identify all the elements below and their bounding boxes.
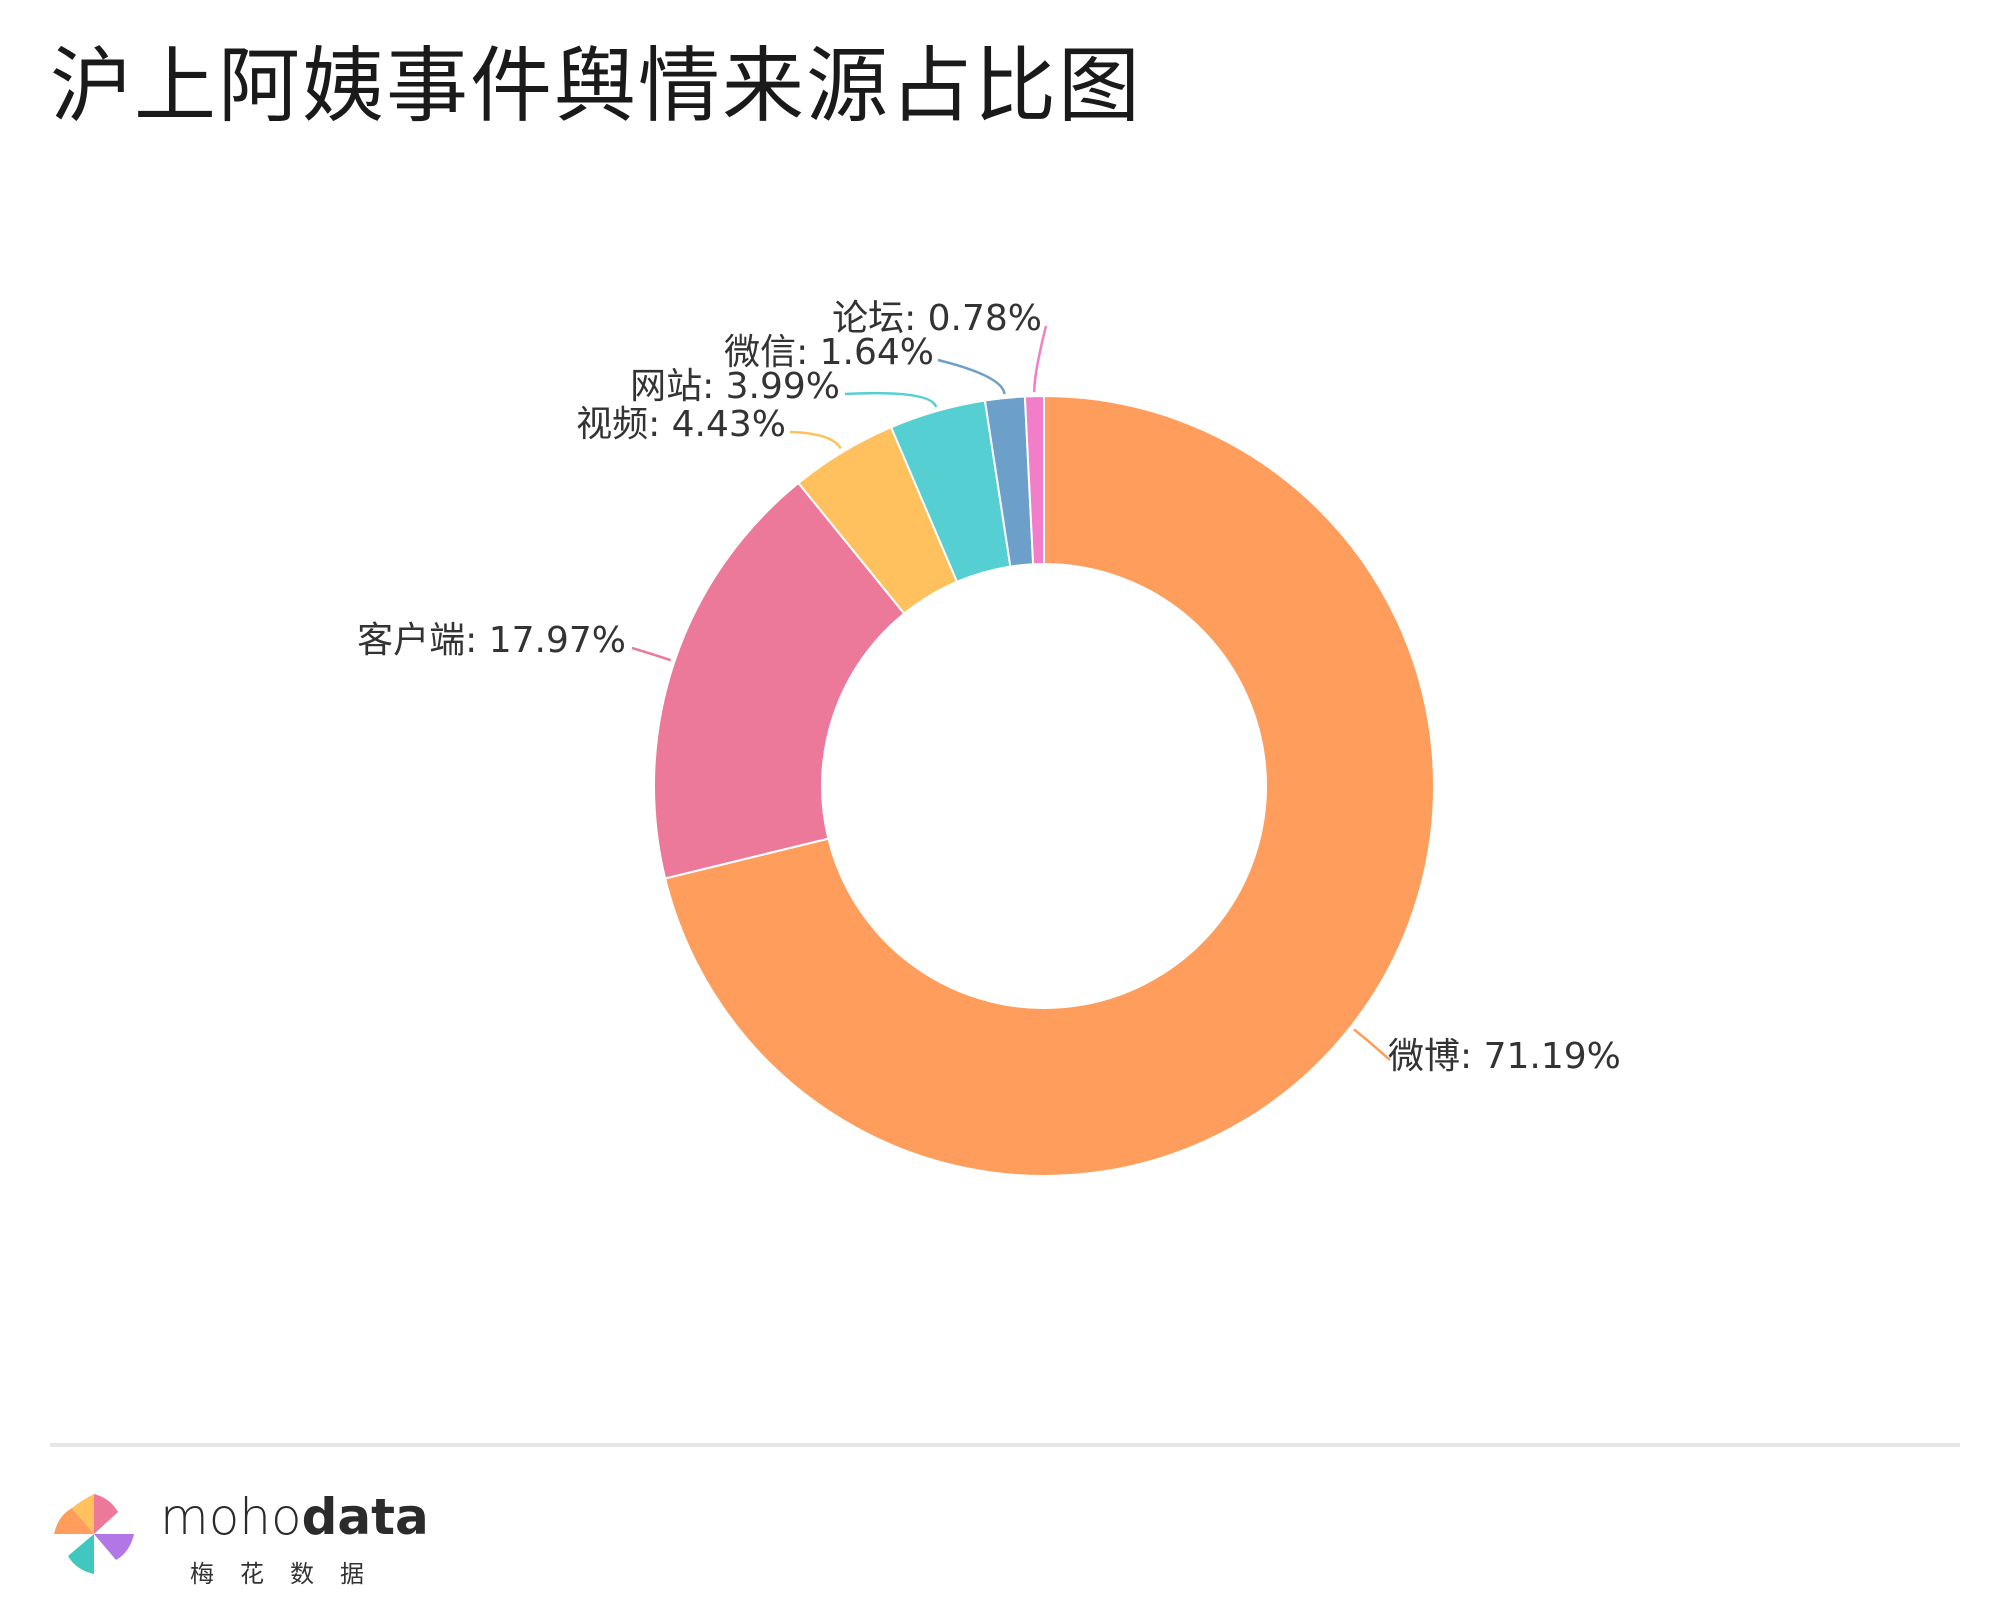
chart-title: 沪上阿姨事件舆情来源占比图 xyxy=(50,39,1143,134)
leader-line-论坛 xyxy=(1033,325,1048,393)
slice-微博[interactable] xyxy=(663,394,1435,1177)
slice-label-网站: 网站: 3.99% xyxy=(630,366,840,407)
brand-logo: mohodata 梅花数据 xyxy=(48,1482,448,1588)
brand-name-light: moho xyxy=(160,1488,302,1546)
leader-line-客户端 xyxy=(631,646,672,662)
slice-label-论坛: 论坛: 0.78% xyxy=(832,298,1042,339)
pinwheel-logo-icon xyxy=(54,1494,134,1574)
slice-label-客户端: 客户端: 17.97% xyxy=(357,620,626,661)
leader-line-网站 xyxy=(844,391,938,408)
slice-论坛[interactable] xyxy=(1023,394,1045,566)
labels-group: 微博: 71.19% 客户端: 17.97% 视频: 4.43%网站: 3.99%微… xyxy=(357,298,1621,1077)
slice-客户端[interactable] xyxy=(653,481,906,880)
slices-group xyxy=(653,394,1435,1177)
leader-line-微信 xyxy=(937,358,1006,395)
brand-subtitle: 梅花数据 xyxy=(190,1560,390,1588)
slice-label-微博: 微博: 71.19% xyxy=(1388,1036,1621,1077)
slice-label-视频: 视频: 4.43% xyxy=(576,404,786,445)
brand-name-bold: data xyxy=(301,1488,429,1546)
footer-divider xyxy=(50,1443,1960,1447)
leader-line-微博 xyxy=(1353,1028,1391,1061)
slice-label-微信: 微信: 1.64% xyxy=(724,332,934,373)
leader-line-视频 xyxy=(789,430,842,450)
brand-name: mohodata xyxy=(160,1492,429,1542)
